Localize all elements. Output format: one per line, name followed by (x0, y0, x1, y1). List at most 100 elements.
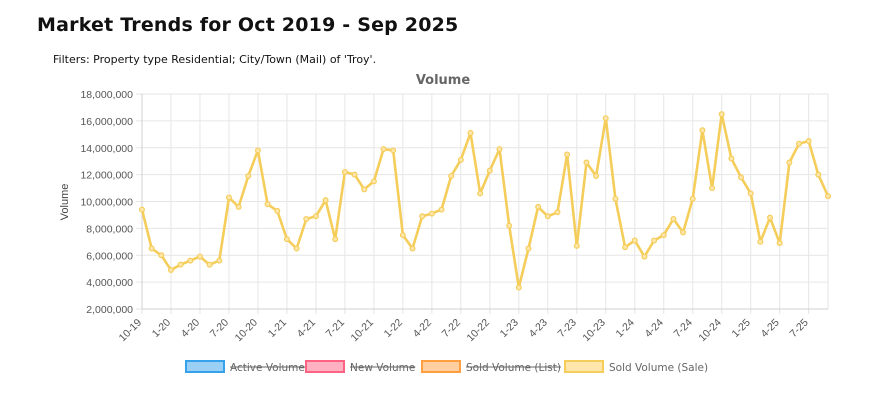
legend: Active Volume New Volume Sold Volume (List… (185, 360, 708, 374)
x-tick-label: 7-24 (672, 317, 695, 340)
data-point[interactable] (428, 210, 435, 217)
x-tick-label: 4-21 (295, 317, 318, 340)
data-point[interactable] (177, 261, 184, 268)
data-point[interactable] (332, 236, 339, 243)
data-point[interactable] (409, 245, 416, 252)
y-axis-label: Volume (59, 184, 71, 221)
legend-label: Sold Volume (List) (466, 362, 561, 374)
data-point[interactable] (399, 232, 406, 239)
data-point[interactable] (622, 244, 629, 251)
data-point[interactable] (293, 245, 300, 252)
data-point[interactable] (341, 168, 348, 175)
data-point[interactable] (351, 171, 358, 178)
data-point[interactable] (757, 238, 764, 245)
legend-swatch (185, 360, 225, 373)
legend-label: New Volume (350, 362, 415, 374)
data-point[interactable] (467, 129, 474, 136)
data-point[interactable] (564, 151, 571, 158)
data-point[interactable] (525, 245, 532, 252)
y-axis-ticks: 2,000,000 4,000,000 6,000,000 8,000,000 10,0… (80, 89, 133, 316)
data-point[interactable] (448, 172, 455, 179)
data-point[interactable] (651, 237, 658, 244)
data-point[interactable] (602, 115, 609, 122)
legend-swatch (305, 360, 345, 373)
data-point[interactable] (216, 257, 223, 264)
data-point[interactable] (322, 197, 329, 204)
data-point[interactable] (728, 155, 735, 162)
x-tick-label: 7-22 (440, 317, 463, 340)
data-point[interactable] (167, 267, 174, 274)
y-tick-label: 16,000,000 (80, 116, 133, 128)
legend-item[interactable]: Sold Volume (Sale) (564, 360, 708, 374)
legend-label: Sold Volume (Sale) (609, 362, 708, 374)
data-point[interactable] (496, 146, 503, 153)
data-point[interactable] (660, 232, 667, 239)
data-point[interactable] (776, 240, 783, 247)
data-point[interactable] (535, 203, 542, 210)
data-point[interactable] (486, 167, 493, 174)
legend-item[interactable]: Sold Volume (List) (421, 360, 561, 374)
data-point[interactable] (747, 190, 754, 197)
x-tick-label: 10-20 (233, 317, 261, 345)
data-point[interactable] (593, 172, 600, 179)
x-tick-label: 1-20 (150, 317, 173, 340)
data-point[interactable] (718, 111, 725, 118)
data-point[interactable] (254, 147, 261, 154)
x-tick-label: 4-24 (643, 317, 666, 340)
data-point[interactable] (419, 213, 426, 220)
data-point[interactable] (187, 257, 194, 264)
data-point[interactable] (312, 213, 319, 220)
data-point[interactable] (670, 215, 677, 222)
data-point[interactable] (583, 159, 590, 166)
data-point[interactable] (361, 186, 368, 193)
data-point[interactable] (139, 206, 146, 213)
data-point[interactable] (196, 253, 203, 260)
x-tick-label: 4-20 (179, 317, 202, 340)
data-point[interactable] (824, 193, 831, 200)
data-point[interactable] (738, 174, 745, 181)
data-point[interactable] (544, 213, 551, 220)
data-point[interactable] (767, 214, 774, 221)
data-point[interactable] (612, 195, 619, 202)
data-point[interactable] (148, 245, 155, 252)
gridlines (136, 93, 829, 314)
data-point[interactable] (283, 236, 290, 243)
y-tick-label: 12,000,000 (80, 170, 133, 182)
data-point[interactable] (380, 146, 387, 153)
data-point[interactable] (631, 237, 638, 244)
x-axis-ticks: 10-19 1-20 4-20 7-20 10-20 1-21 4-21 7-21 10-21 1… (117, 317, 811, 345)
data-point[interactable] (554, 209, 561, 216)
data-point[interactable] (264, 201, 271, 208)
y-tick-label: 14,000,000 (80, 143, 133, 155)
data-point[interactable] (815, 171, 822, 178)
data-point[interactable] (235, 203, 242, 210)
data-point[interactable] (206, 261, 213, 268)
data-point[interactable] (457, 156, 464, 163)
data-point[interactable] (506, 222, 513, 229)
data-point[interactable] (515, 284, 522, 291)
data-point[interactable] (805, 138, 812, 145)
data-point[interactable] (689, 195, 696, 202)
x-tick-label: 10-24 (696, 317, 724, 345)
data-point[interactable] (680, 229, 687, 236)
data-point[interactable] (438, 206, 445, 213)
data-point[interactable] (390, 147, 397, 154)
data-point[interactable] (641, 253, 648, 260)
data-point[interactable] (225, 194, 232, 201)
x-tick-label: 4-23 (527, 317, 550, 340)
data-point[interactable] (370, 178, 377, 185)
data-point[interactable] (786, 159, 793, 166)
data-point[interactable] (796, 140, 803, 147)
data-point[interactable] (303, 215, 310, 222)
data-point[interactable] (573, 242, 580, 249)
legend-swatch (421, 360, 461, 373)
data-point[interactable] (158, 252, 165, 259)
legend-item[interactable]: New Volume (305, 360, 416, 374)
data-point[interactable] (477, 190, 484, 197)
x-tick-label: 4-25 (758, 317, 781, 340)
data-point[interactable] (699, 127, 706, 134)
data-point[interactable] (709, 185, 716, 192)
data-point[interactable] (245, 172, 252, 179)
legend-item[interactable]: Active Volume (185, 360, 305, 374)
data-point[interactable] (274, 207, 281, 214)
